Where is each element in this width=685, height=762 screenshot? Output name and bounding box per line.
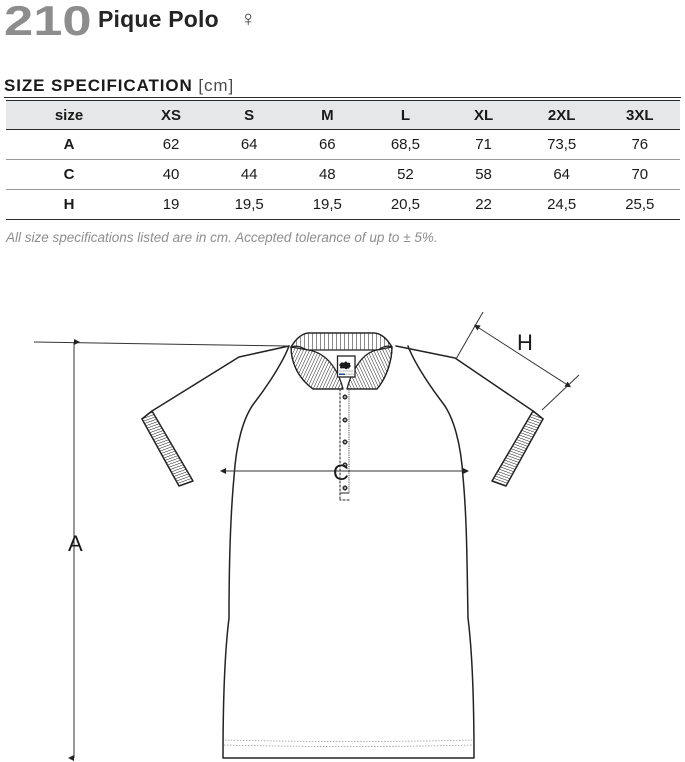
svg-text:C: C <box>333 460 349 485</box>
svg-text:A: A <box>68 531 83 556</box>
svg-text:H: H <box>517 330 533 355</box>
